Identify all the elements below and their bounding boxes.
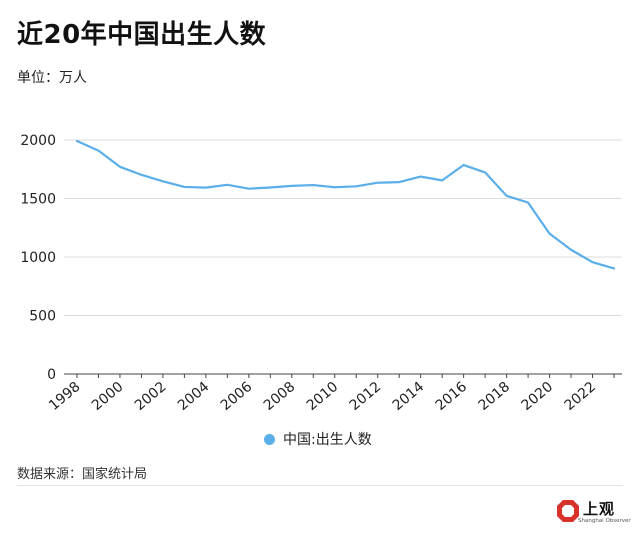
brand-name: 上观 xyxy=(583,500,616,518)
unit-label: 单位：万人 xyxy=(17,70,87,86)
x-tick-label: 2020 xyxy=(519,379,557,414)
y-tick-label: 0 xyxy=(47,367,56,383)
legend-marker xyxy=(264,433,275,445)
x-tick-label: 2006 xyxy=(218,379,256,414)
x-tick-label: 2004 xyxy=(175,379,213,414)
x-tick-label: 2012 xyxy=(347,379,385,414)
chart-title: 近20年中国出生人数 xyxy=(17,20,267,50)
x-tick-label: 2000 xyxy=(89,379,127,414)
brand-logo: 上观 Shanghai Observer xyxy=(556,496,631,532)
x-tick-label: 1998 xyxy=(46,379,84,414)
y-tick-label: 1500 xyxy=(20,192,56,208)
x-tick-label: 2018 xyxy=(476,379,514,414)
brand-subtitle: Shanghai Observer xyxy=(578,518,631,524)
x-tick-label: 2008 xyxy=(261,379,299,414)
legend-label: 中国:出生人数 xyxy=(283,432,372,448)
x-tick-label: 2010 xyxy=(304,379,342,414)
series-line xyxy=(75,139,616,270)
x-tick-label: 2016 xyxy=(433,379,471,414)
y-tick-label: 2000 xyxy=(20,133,56,149)
legend: 中国:出生人数 xyxy=(264,429,372,449)
x-tick-label: 2022 xyxy=(562,379,600,414)
y-tick-label: 1000 xyxy=(20,250,56,266)
y-tick-label: 500 xyxy=(29,309,56,325)
x-tick-label: 2014 xyxy=(390,379,428,414)
brand-mark-icon xyxy=(557,500,579,522)
x-tick-label: 2002 xyxy=(132,379,170,414)
divider xyxy=(17,485,623,486)
data-source: 数据来源：国家统计局 xyxy=(17,467,148,482)
